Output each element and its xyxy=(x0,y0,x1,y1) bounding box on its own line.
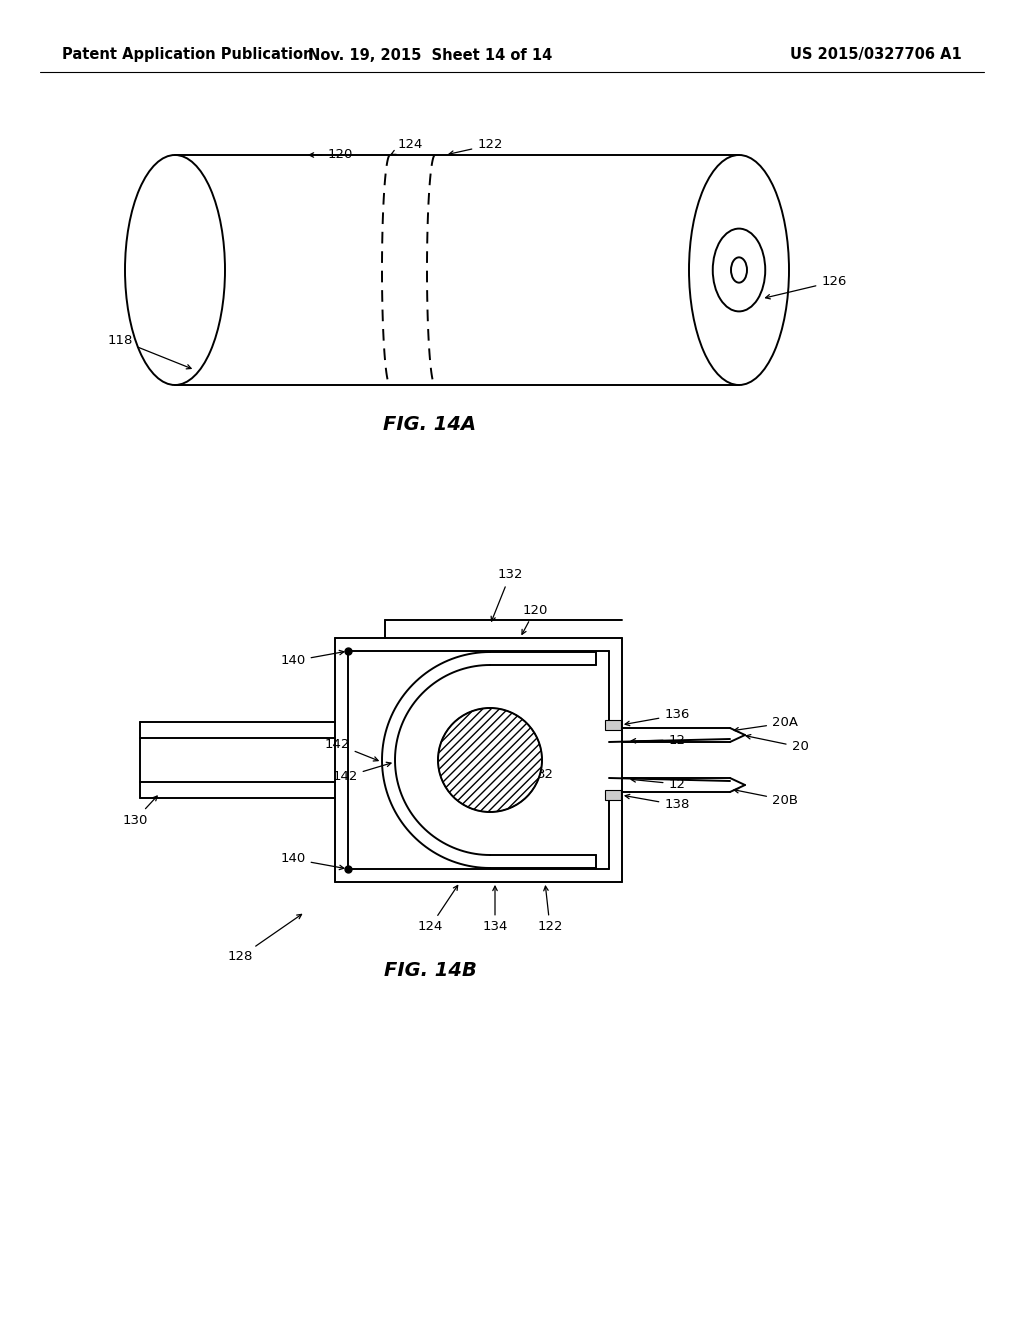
Text: 142: 142 xyxy=(325,738,378,762)
Text: 130: 130 xyxy=(122,796,157,826)
Ellipse shape xyxy=(689,154,790,385)
Text: 20A: 20A xyxy=(734,717,798,733)
Text: Nov. 19, 2015  Sheet 14 of 14: Nov. 19, 2015 Sheet 14 of 14 xyxy=(308,48,552,62)
Text: 20B: 20B xyxy=(734,788,798,807)
Text: 118: 118 xyxy=(108,334,191,368)
Text: 120: 120 xyxy=(309,149,352,161)
Ellipse shape xyxy=(438,708,542,812)
Text: 140: 140 xyxy=(281,651,344,668)
Text: 134: 134 xyxy=(482,886,508,933)
Text: 126: 126 xyxy=(766,275,847,298)
Text: 122: 122 xyxy=(538,886,563,933)
Text: 128: 128 xyxy=(227,915,301,964)
Text: 136: 136 xyxy=(625,709,690,726)
Ellipse shape xyxy=(125,154,225,385)
Text: Patent Application Publication: Patent Application Publication xyxy=(62,48,313,62)
Text: 138: 138 xyxy=(625,795,690,812)
Text: FIG. 14B: FIG. 14B xyxy=(384,961,476,979)
Bar xyxy=(605,789,621,800)
Text: 12: 12 xyxy=(631,734,685,747)
Text: 12: 12 xyxy=(631,777,685,791)
Text: 122: 122 xyxy=(450,139,503,156)
Text: 124: 124 xyxy=(418,886,458,933)
Text: 20: 20 xyxy=(746,734,808,754)
Text: US 2015/0327706 A1: US 2015/0327706 A1 xyxy=(791,48,962,62)
Text: 120: 120 xyxy=(522,603,548,635)
Text: 140: 140 xyxy=(281,853,344,870)
Text: 124: 124 xyxy=(391,139,423,154)
Text: 132: 132 xyxy=(492,569,522,622)
Text: 142: 142 xyxy=(333,762,391,783)
Text: 32: 32 xyxy=(519,768,554,781)
Text: FIG. 14A: FIG. 14A xyxy=(383,416,476,434)
Bar xyxy=(605,719,621,730)
